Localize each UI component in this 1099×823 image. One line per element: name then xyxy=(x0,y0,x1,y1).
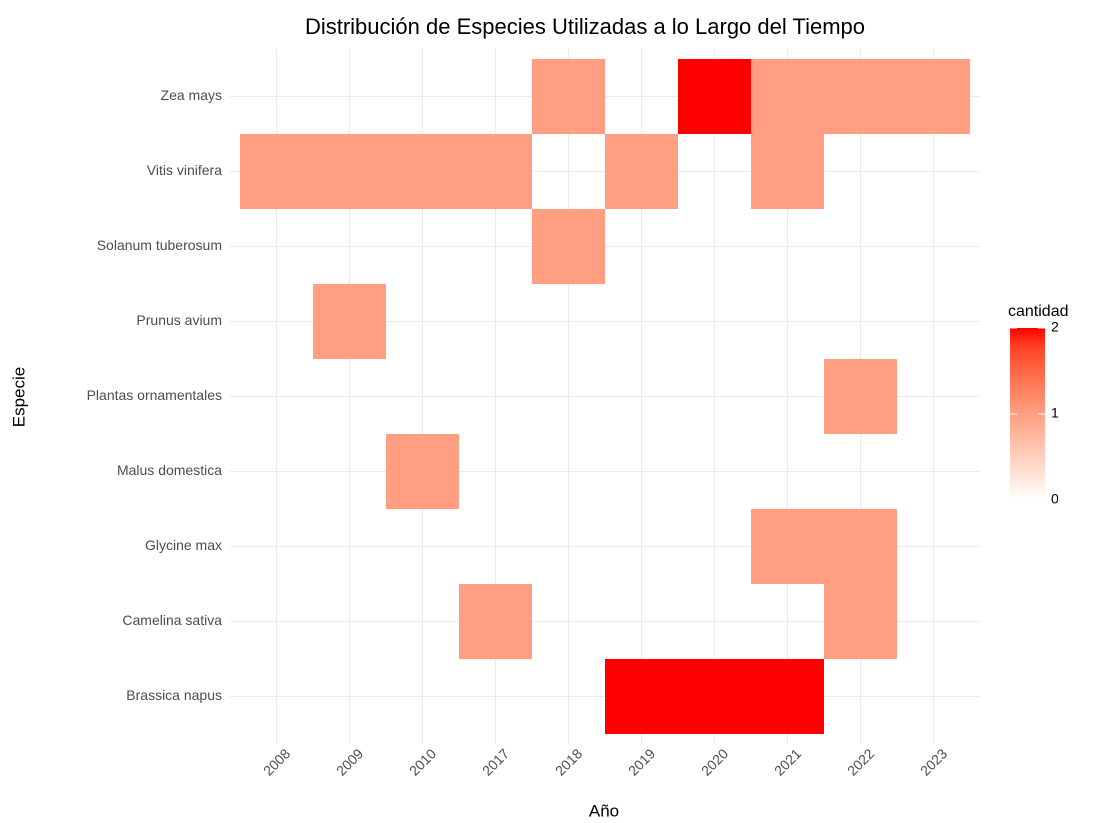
heatmap-cell xyxy=(824,59,897,134)
heatmap-cell xyxy=(824,359,897,434)
heatmap-cell xyxy=(605,659,678,734)
y-tick-label: Vitis vinifera xyxy=(147,162,222,178)
legend-tick-label: 1 xyxy=(1051,405,1059,421)
heatmap-cell xyxy=(459,134,532,209)
heatmap-cell xyxy=(897,59,970,134)
x-axis-title: Año xyxy=(589,801,619,820)
x-tick-label: 2020 xyxy=(698,745,731,778)
x-tick-label: 2009 xyxy=(333,745,366,778)
x-tick-label: 2010 xyxy=(406,745,439,778)
legend-tick-label: 2 xyxy=(1051,319,1059,335)
y-tick-label: Malus domestica xyxy=(117,462,222,478)
legend-tick-label: 0 xyxy=(1051,491,1059,507)
heatmap-cell xyxy=(532,59,605,134)
heatmap-cell xyxy=(313,284,386,359)
heatmap-cell xyxy=(751,59,824,134)
x-tick-label: 2021 xyxy=(771,745,804,778)
x-tick-label: 2008 xyxy=(260,745,293,778)
legend-title: cantidad xyxy=(1008,303,1069,320)
heatmap-cell xyxy=(532,209,605,284)
y-tick-label: Brassica napus xyxy=(126,687,222,703)
heatmap-cell xyxy=(240,134,313,209)
x-tick-label: 2018 xyxy=(552,745,585,778)
heatmap-cell xyxy=(751,134,824,209)
heatmap-cell xyxy=(313,134,386,209)
x-tick-label: 2022 xyxy=(844,745,877,778)
heatmap-cell xyxy=(605,134,678,209)
y-tick-label: Camelina sativa xyxy=(122,612,222,628)
heatmap-cell xyxy=(678,59,751,134)
x-tick-label: 2019 xyxy=(625,745,658,778)
y-tick-label: Prunus avium xyxy=(136,312,222,328)
heatmap-cell xyxy=(824,509,897,584)
heatmap-cell xyxy=(751,509,824,584)
y-axis-title: Especie xyxy=(9,367,28,427)
y-tick-label: Solanum tuberosum xyxy=(97,237,222,253)
y-tick-label: Plantas ornamentales xyxy=(87,387,222,403)
heatmap-cell xyxy=(824,584,897,659)
heatmap-cell xyxy=(751,659,824,734)
chart-title: Distribución de Especies Utilizadas a lo… xyxy=(305,14,865,39)
y-tick-label: Glycine max xyxy=(145,537,222,553)
y-tick-label: Zea mays xyxy=(161,87,222,103)
heatmap-cell xyxy=(386,434,459,509)
heatmap-cell xyxy=(386,134,459,209)
x-tick-label: 2017 xyxy=(479,745,512,778)
heatmap-cell xyxy=(678,659,751,734)
heatmap-cell xyxy=(459,584,532,659)
x-tick-label: 2023 xyxy=(917,745,950,778)
